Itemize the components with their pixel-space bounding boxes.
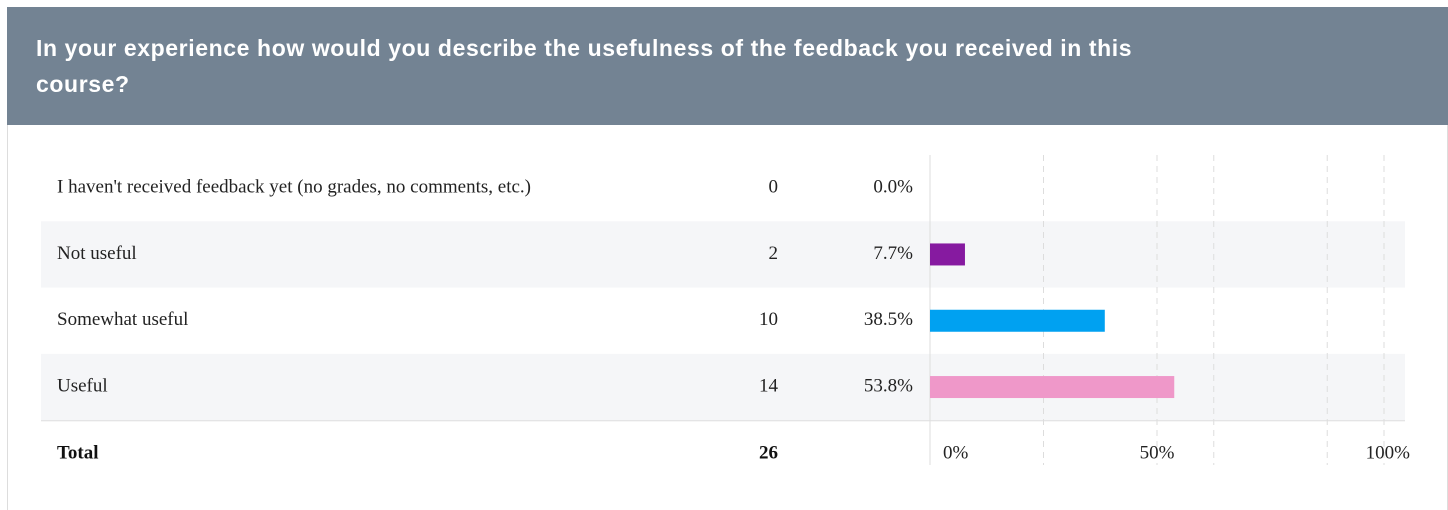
answer-count: 2 (769, 243, 779, 264)
total-count: 26 (759, 442, 778, 463)
bar (930, 376, 1175, 399)
answer-percent: 7.7% (873, 243, 913, 264)
answer-label: I haven't received feedback yet (no grad… (57, 177, 531, 198)
header-band (7, 7, 1448, 125)
answer-label: Not useful (57, 243, 137, 264)
answer-label: Useful (57, 375, 108, 396)
answer-percent: 53.8% (864, 375, 913, 396)
answer-count: 0 (769, 177, 779, 198)
question-title: course? (36, 71, 130, 97)
answer-count: 14 (759, 375, 779, 396)
x-tick-label: 50% (1140, 442, 1175, 463)
answer-percent: 38.5% (864, 309, 913, 330)
answer-count: 10 (759, 309, 778, 330)
row-stripe (41, 353, 1405, 421)
bar (930, 309, 1105, 332)
x-tick-label: 100% (1366, 442, 1411, 463)
answer-label: Somewhat useful (57, 309, 188, 330)
bar (930, 243, 965, 266)
question-title: In your experience how would you describ… (36, 35, 1132, 61)
answer-percent: 0.0% (873, 177, 913, 198)
x-tick-label: 0% (943, 442, 969, 463)
row-stripe (41, 221, 1405, 288)
total-label: Total (57, 442, 99, 463)
